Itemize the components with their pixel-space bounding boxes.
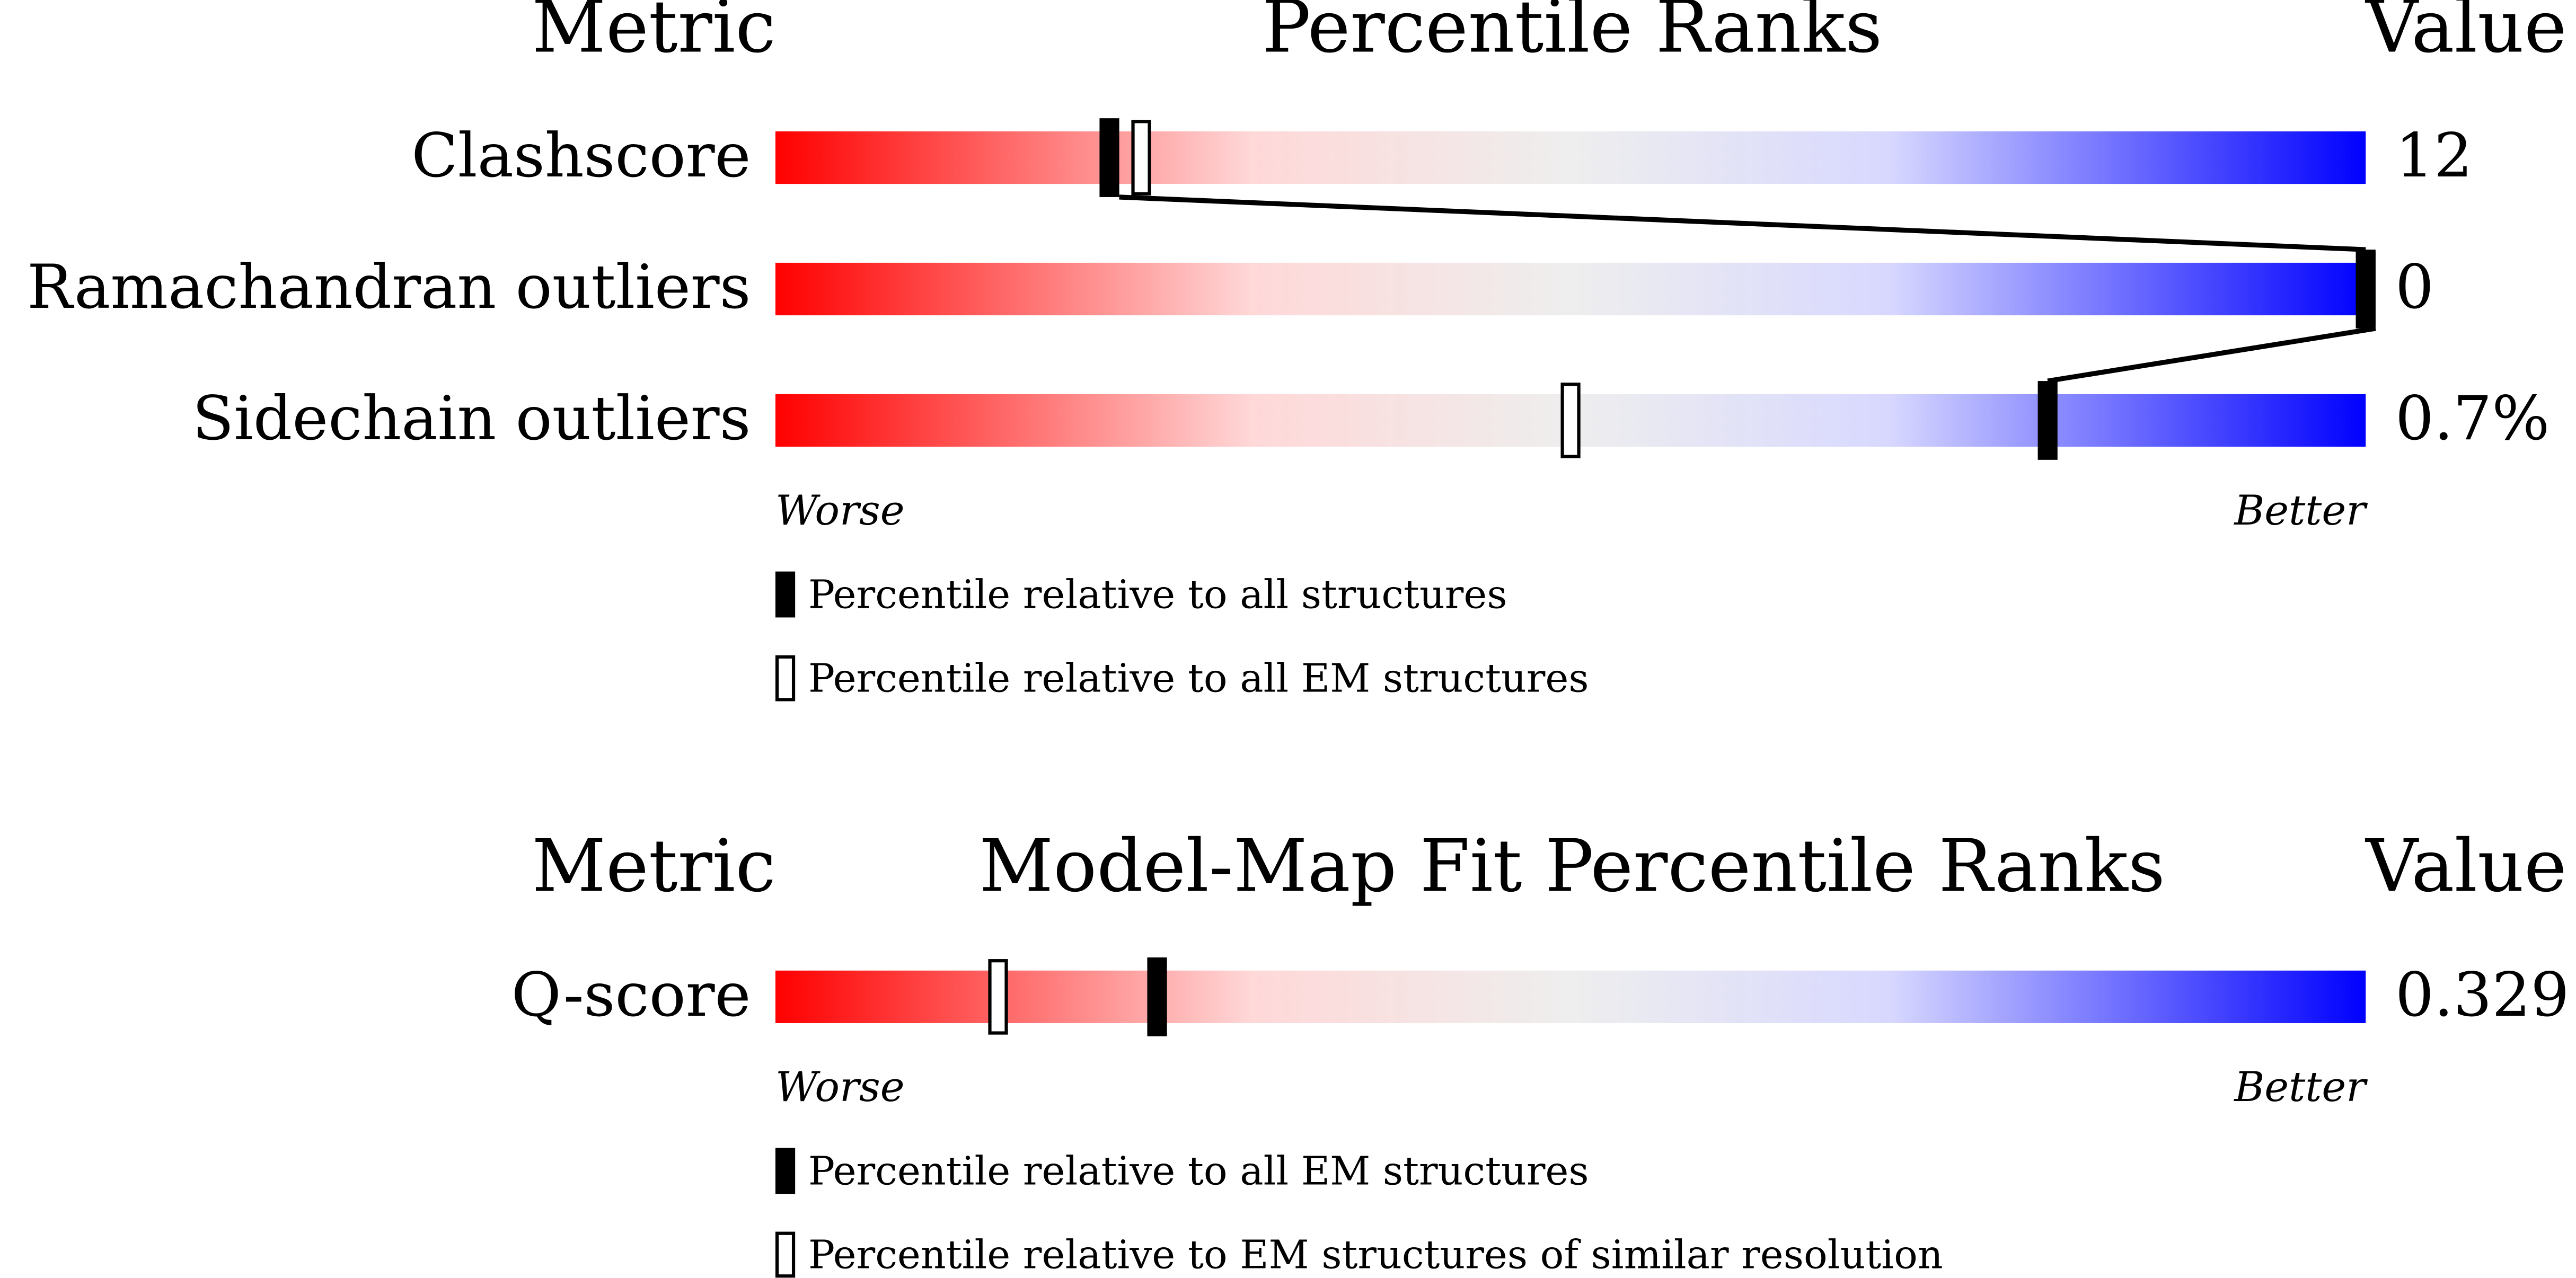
legend-swatch-filled [775, 1148, 796, 1194]
header-title: Percentile Ranks [1262, 0, 1882, 69]
marker-open [1560, 383, 1581, 458]
metric-label: Ramachandran outliers [27, 252, 751, 323]
marker-open [1131, 120, 1151, 196]
worse-label: Worse [775, 1063, 905, 1111]
header-value: Value [2365, 0, 2566, 69]
legend-text: Percentile relative to all EM structures [808, 1148, 1589, 1194]
legend-swatch-open [775, 655, 796, 702]
header-value: Value [2365, 824, 2566, 908]
better-label: Better [2233, 1063, 2368, 1111]
header-title: Model-Map Fit Percentile Ranks [980, 824, 2165, 908]
legend-text: Percentile relative to all structures [808, 572, 1507, 618]
header-metric: Metric [532, 824, 775, 908]
marker-filled [2037, 381, 2058, 460]
slider-bar [775, 970, 2366, 1023]
metric-value: 0.7% [2395, 384, 2549, 454]
marker-filled [1099, 118, 1119, 197]
metric-value: 12 [2395, 121, 2473, 191]
worse-label: Worse [775, 487, 905, 535]
slider-bar [775, 262, 2366, 316]
better-label: Better [2233, 487, 2368, 535]
legend-text: Percentile relative to all EM structures [808, 655, 1589, 702]
metric-label: Sidechain outliers [192, 384, 751, 454]
connector [1119, 194, 2366, 252]
marker-filled [2356, 250, 2376, 329]
metric-label: Q-score [511, 960, 751, 1031]
metric-value: 0 [2395, 252, 2434, 323]
header-metric: Metric [532, 0, 775, 69]
legend-swatch-filled [775, 571, 796, 618]
legend-text: Percentile relative to EM structures of … [808, 1232, 1943, 1278]
marker-filled [1147, 957, 1167, 1036]
metric-label: Clashscore [411, 121, 751, 191]
slider-bar [775, 131, 2366, 184]
legend-swatch-open [775, 1231, 796, 1278]
metric-value: 0.329 [2395, 960, 2569, 1031]
marker-open [988, 959, 1008, 1035]
connector [2047, 326, 2376, 384]
